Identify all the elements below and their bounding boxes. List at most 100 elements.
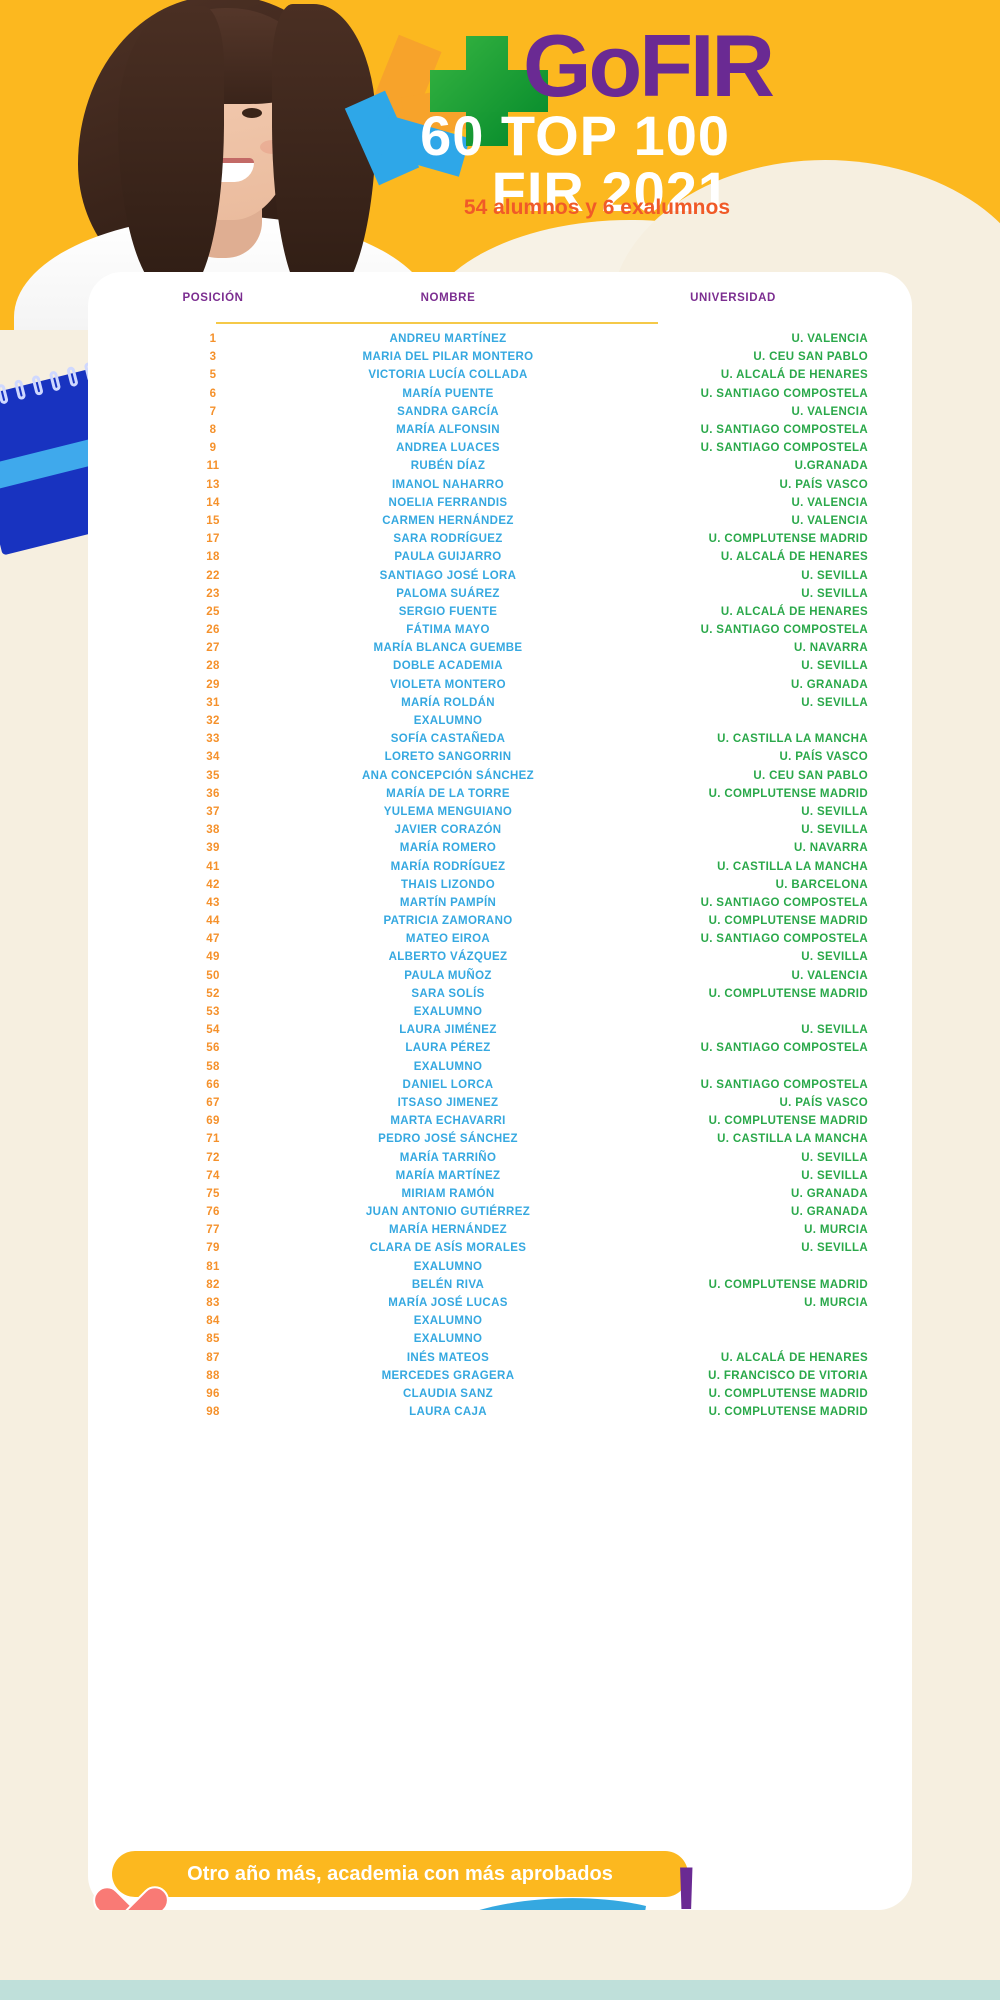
cell-posicion: 85 [206,1333,220,1346]
table-row: 1 ANDREU MARTÍNEZ U. VALENCIA [128,330,872,348]
cell-nombre: FÁTIMA MAYO [406,624,490,637]
cell-nombre: ANDREA LUACES [396,442,500,455]
logo-wordmark: GoFIR [523,16,775,115]
cell-nombre: LORETO SANGORRIN [384,751,512,764]
cell-universidad: U. SEVILLA [801,805,868,818]
table-row: 25 SERGIO FUENTE U. ALCALÁ DE HENARES [128,603,872,621]
title-line-2: FIR 2021 [491,160,730,223]
cell-posicion: 66 [206,1078,220,1091]
table-row: 35 ANA CONCEPCIÓN SÁNCHEZ U. CEU SAN PABLO [128,767,872,785]
cell-universidad: U. SEVILLA [801,1024,868,1037]
cell-universidad: U. VALENCIA [791,496,868,509]
cell-universidad: U. FRANCISCO DE VITORIA [708,1369,868,1382]
gofir-logo: GoFIR [308,22,775,186]
cell-nombre: MARÍA JOSÉ LUCAS [388,1297,508,1310]
cell-posicion: 36 [206,787,220,800]
table-row: 81 EXALUMNO [128,1258,872,1276]
cell-nombre: IMANOL NAHARRO [391,478,505,491]
cell-posicion: 13 [206,478,220,491]
cell-universidad: U. COMPLUTENSE MADRID [708,787,868,800]
cell-nombre: JUAN ANTONIO GUTIÉRREZ [365,1206,531,1219]
cell-posicion: 74 [206,1169,220,1182]
table-row: 71 PEDRO JOSÉ SÁNCHEZ U. CASTILLA LA MANCH… [128,1130,872,1148]
cell-nombre: PAULA GUIJARRO [394,551,502,564]
cell-posicion: 34 [206,751,220,764]
cell-nombre: SERGIO FUENTE [398,605,498,618]
cell-universidad: U. SANTIAGO COMPOSTELA [700,624,868,637]
cell-posicion: 47 [206,933,220,946]
table-row: 7 SANDRA GARCÍA U. VALENCIA [128,403,872,421]
table-row: 83 MARÍA JOSÉ LUCAS U. MURCIA [128,1294,872,1312]
cell-nombre: SANDRA GARCÍA [397,405,499,418]
cell-nombre: DANIEL LORCA [402,1078,494,1091]
table-row: 42 THAIS LIZONDO U. BARCELONA [128,876,872,894]
cell-nombre: MARÍA ROLDÁN [401,696,495,709]
cell-posicion: 22 [206,569,220,582]
table-header-divider [216,322,658,324]
table-row: 23 PALOMA SUÁREZ U. SEVILLA [128,585,872,603]
cell-nombre: EXALUMNO [413,1315,483,1328]
cell-nombre: ANDREU MARTÍNEZ [389,333,507,346]
table-row: 29 VIOLETA MONTERO U. GRANADA [128,676,872,694]
cell-universidad: U. CEU SAN PABLO [753,351,868,364]
table-row: 3 MARIA DEL PILAR MONTERO U. CEU SAN PABLO [128,348,872,366]
column-header-universidad: UNIVERSIDAD [690,292,776,304]
cell-nombre: RUBÉN DÍAZ [410,460,486,473]
cell-nombre: LAURA CAJA [409,1406,487,1419]
cell-universidad: U. ALCALÁ DE HENARES [720,369,868,382]
table-row: 54 LAURA JIMÉNEZ U. SEVILLA [128,1021,872,1039]
table-row: 85 EXALUMNO [128,1330,872,1348]
cell-nombre: SARA RODRÍGUEZ [393,533,503,546]
cell-nombre: YULEMA MENGUIANO [383,805,513,818]
cell-universidad: U. COMPLUTENSE MADRID [708,915,868,928]
cell-posicion: 98 [206,1406,220,1419]
cell-nombre: CLARA DE ASÍS MORALES [369,1242,527,1255]
cell-nombre: DOBLE ACADEMIA [393,660,503,673]
table-row: 41 MARÍA RODRÍGUEZ U. CASTILLA LA MANCHA [128,857,872,875]
table-row: 27 MARÍA BLANCA GUEMBE U. NAVARRA [128,639,872,657]
table-row: 43 MARTÍN PAMPÍN U. SANTIAGO COMPOSTELA [128,894,872,912]
cell-universidad: U. PAÍS VASCO [779,751,868,764]
cell-posicion: 79 [206,1242,220,1255]
cell-nombre: MARÍA ROMERO [399,842,497,855]
title-line-1: 60 TOP 100 [420,104,730,167]
cell-nombre: MARÍA BLANCA GUEMBE [373,642,523,655]
cell-posicion: 52 [206,987,220,1000]
cell-nombre: EXALUMNO [413,1060,483,1073]
cell-posicion: 26 [206,624,220,637]
cell-posicion: 42 [206,878,220,891]
cell-universidad: U. CASTILLA LA MANCHA [717,860,868,873]
cell-universidad: U. ALCALÁ DE HENARES [720,1351,868,1364]
table-row: 79 CLARA DE ASÍS MORALES U. SEVILLA [128,1239,872,1257]
cell-universidad: U. SANTIAGO COMPOSTELA [700,442,868,455]
cell-nombre: MARÍA PUENTE [402,387,494,400]
cell-nombre: MARTA ECHAVARRI [390,1115,506,1128]
cell-posicion: 75 [206,1187,220,1200]
cell-posicion: 54 [206,1024,220,1037]
cell-nombre: ANA CONCEPCIÓN SÁNCHEZ [361,769,535,782]
cell-posicion: 9 [209,442,217,455]
cell-universidad: U. COMPLUTENSE MADRID [708,1115,868,1128]
cell-universidad: U. SANTIAGO COMPOSTELA [700,387,868,400]
cell-universidad: U. SEVILLA [801,696,868,709]
cell-universidad: U. SEVILLA [801,1242,868,1255]
table-row: 36 MARÍA DE LA TORRE U. COMPLUTENSE MADRID [128,785,872,803]
cell-universidad: U. SEVILLA [801,824,868,837]
table-row: 67 ITSASO JIMENEZ U. PAÍS VASCO [128,1094,872,1112]
cell-nombre: MARÍA RODRÍGUEZ [390,860,506,873]
cell-nombre: VIOLETA MONTERO [390,678,506,691]
cell-posicion: 27 [206,642,220,655]
table-row: 69 MARTA ECHAVARRI U. COMPLUTENSE MADRID [128,1112,872,1130]
cell-universidad: U. CASTILLA LA MANCHA [717,733,868,746]
cell-nombre: LAURA JIMÉNEZ [399,1024,497,1037]
cell-universidad: U. PAÍS VASCO [779,478,868,491]
cell-universidad: U. SANTIAGO COMPOSTELA [700,1042,868,1055]
cell-posicion: 8 [209,424,217,437]
cell-posicion: 17 [206,533,220,546]
table-row: 44 PATRICIA ZAMORANO U. COMPLUTENSE MADRID [128,912,872,930]
cell-nombre: MIRIAM RAMÓN [401,1187,495,1200]
cell-posicion: 28 [206,660,220,673]
cell-nombre: MARÍA DE LA TORRE [386,787,510,800]
table-row: 82 BELÉN RIVA U. COMPLUTENSE MADRID [128,1276,872,1294]
table-row: 11 RUBÉN DÍAZ U.GRANADA [128,457,872,475]
